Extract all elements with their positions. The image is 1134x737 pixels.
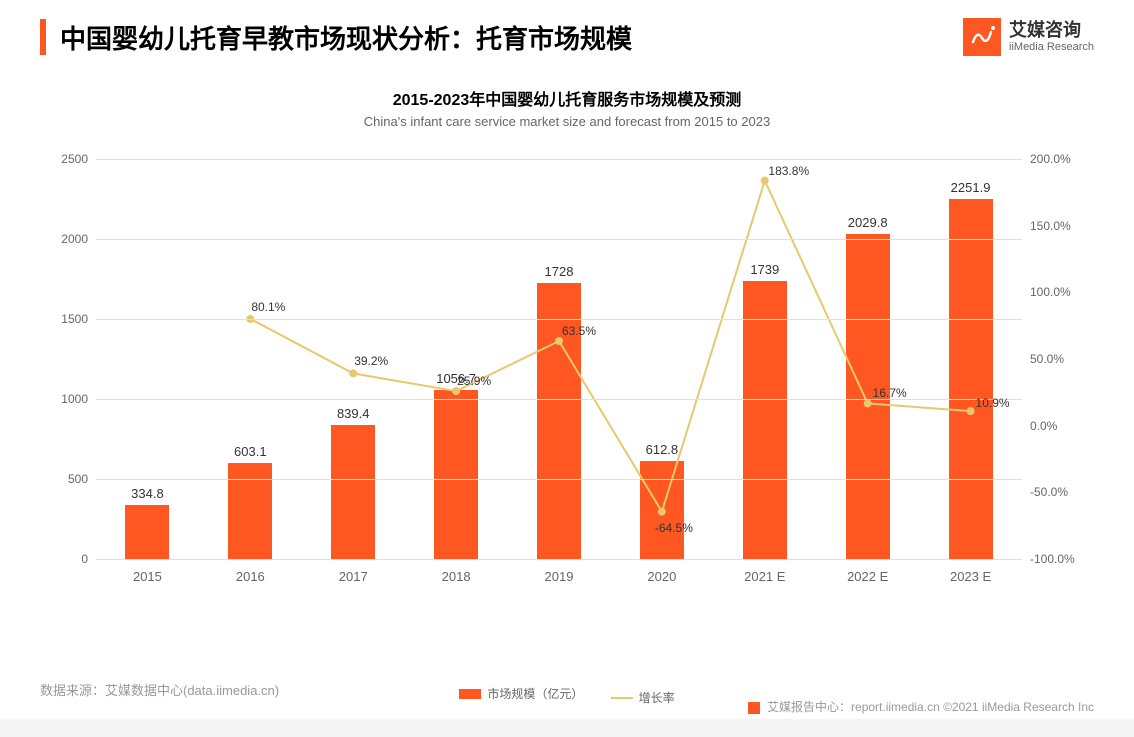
bar-value-label: 1739 (750, 262, 779, 277)
x-tick-label: 2019 (545, 569, 574, 584)
y-right-tick: 100.0% (1022, 285, 1086, 299)
bar-value-label: 2251.9 (951, 180, 991, 195)
bar: 839.4 (331, 425, 375, 559)
bar: 612.8 (640, 461, 684, 559)
logo-en: iiMedia Research (1009, 41, 1094, 53)
bar-value-label: 603.1 (234, 444, 267, 459)
x-tick-label: 2023 E (950, 569, 991, 584)
bar-slot: 334.82015 (96, 159, 199, 559)
grid-line (96, 319, 1022, 320)
legend-line-swatch (611, 697, 633, 699)
line-value-label: 25.9% (457, 374, 491, 388)
chart-titles: 2015-2023年中国婴幼儿托育服务市场规模及预测 China's infan… (0, 86, 1134, 129)
footer-logo-icon (748, 702, 760, 714)
logo-icon (963, 18, 1001, 56)
logo-text: 艾媒咨询 iiMedia Research (1009, 21, 1094, 53)
grid-line (96, 159, 1022, 160)
bar: 334.8 (125, 505, 169, 559)
grid-line (96, 479, 1022, 480)
y-left-tick: 0 (46, 552, 96, 566)
y-right-tick: -50.0% (1022, 485, 1086, 499)
plot-area: 334.82015603.12016839.420171056.72018172… (96, 159, 1022, 559)
line-value-label: 80.1% (251, 300, 285, 314)
grid-line (96, 559, 1022, 560)
bar-slot: 17392021 E (713, 159, 816, 559)
x-tick-label: 2021 E (744, 569, 785, 584)
line-value-label: 16.7% (873, 386, 907, 400)
legend-bar-label: 市场规模（亿元） (487, 685, 583, 702)
y-right-tick: 50.0% (1022, 352, 1086, 366)
line-value-label: 63.5% (562, 324, 596, 338)
bar: 603.1 (228, 463, 272, 559)
footer-text: 艾媒报告中心：report.iimedia.cn ©2021 iiMedia R… (748, 698, 1094, 715)
bar-value-label: 612.8 (646, 442, 679, 457)
line-value-label: 183.8% (768, 164, 809, 178)
logo-cn: 艾媒咨询 (1009, 21, 1094, 41)
line-value-label: 10.9% (976, 396, 1010, 410)
bar-value-label: 1728 (545, 264, 574, 279)
bar-slot: 603.12016 (199, 159, 302, 559)
x-tick-label: 2017 (339, 569, 368, 584)
line-value-label: 39.2% (354, 354, 388, 368)
x-tick-label: 2020 (647, 569, 676, 584)
x-tick-label: 2016 (236, 569, 265, 584)
bar-slot: 17282019 (508, 159, 611, 559)
header: 中国婴幼儿托育早教市场现状分析：托育市场规模 艾媒咨询 iiMedia Rese… (0, 0, 1134, 56)
y-left-tick: 2500 (46, 152, 96, 166)
title-block: 中国婴幼儿托育早教市场现状分析：托育市场规模 (40, 19, 632, 56)
bar-value-label: 2029.8 (848, 215, 888, 230)
bar-slot: 2251.92023 E (919, 159, 1022, 559)
chart: 334.82015603.12016839.420171056.72018172… (40, 149, 1094, 609)
y-right-tick: 0.0% (1022, 419, 1086, 433)
y-left-tick: 2000 (46, 232, 96, 246)
bar-value-label: 334.8 (131, 486, 164, 501)
data-source: 数据来源：艾媒数据中心(data.iimedia.cn) (40, 680, 279, 699)
bar-slot: 1056.72018 (405, 159, 508, 559)
y-left-tick: 1500 (46, 312, 96, 326)
x-tick-label: 2018 (442, 569, 471, 584)
grid-line (96, 239, 1022, 240)
bar: 1056.7 (434, 390, 478, 559)
main-title: 中国婴幼儿托育早教市场现状分析：托育市场规模 (60, 19, 632, 56)
logo: 艾媒咨询 iiMedia Research (963, 18, 1094, 56)
footer-bar (0, 719, 1134, 737)
x-tick-label: 2022 E (847, 569, 888, 584)
y-right-tick: 200.0% (1022, 152, 1086, 166)
bar-value-label: 839.4 (337, 406, 370, 421)
chart-title-cn: 2015-2023年中国婴幼儿托育服务市场规模及预测 (0, 86, 1134, 110)
y-left-tick: 1000 (46, 392, 96, 406)
bar: 2251.9 (949, 199, 993, 559)
legend-line-label: 增长率 (639, 689, 675, 706)
y-right-tick: 150.0% (1022, 219, 1086, 233)
chart-title-en: China's infant care service market size … (0, 114, 1134, 129)
bar-slot: 612.82020 (610, 159, 713, 559)
x-tick-label: 2015 (133, 569, 162, 584)
legend-bar-swatch (459, 689, 481, 699)
y-left-tick: 500 (46, 472, 96, 486)
accent-bar (40, 19, 46, 55)
bars-container: 334.82015603.12016839.420171056.72018172… (96, 159, 1022, 559)
footer-report: 艾媒报告中心：report.iimedia.cn ©2021 iiMedia R… (767, 700, 1094, 714)
line-value-label: -64.5% (655, 521, 693, 535)
y-right-tick: -100.0% (1022, 552, 1086, 566)
bar: 1739 (743, 281, 787, 559)
legend-line: 增长率 (611, 689, 675, 706)
bar-slot: 2029.82022 E (816, 159, 919, 559)
legend-bar: 市场规模（亿元） (459, 685, 583, 702)
